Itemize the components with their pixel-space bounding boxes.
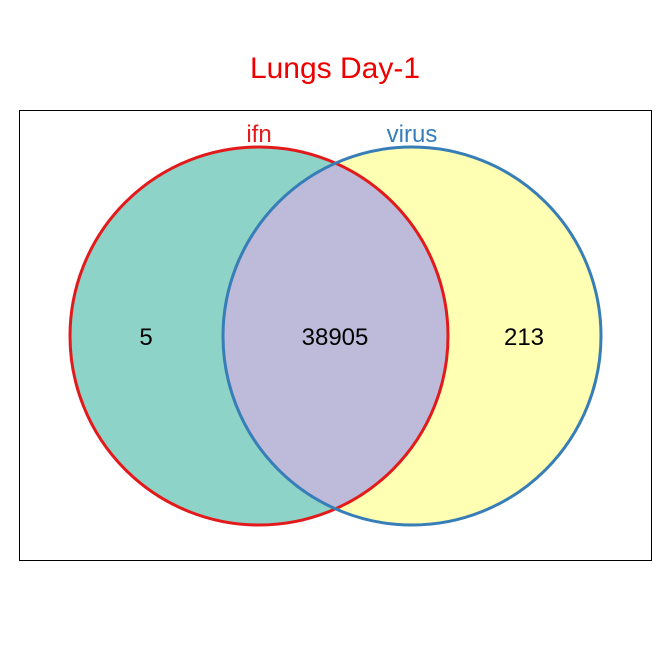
set-outline-ifn xyxy=(68,145,450,527)
plot-frame xyxy=(19,110,652,561)
set-outline-virus xyxy=(221,145,603,527)
set-label-virus: virus xyxy=(387,121,438,148)
chart-title: Lungs Day-1 xyxy=(250,52,420,85)
count-ifn-only: 5 xyxy=(139,324,152,351)
count-intersection: 38905 xyxy=(302,324,369,351)
set-label-ifn: ifn xyxy=(246,121,271,148)
intersection-region xyxy=(223,147,448,525)
count-virus-only: 213 xyxy=(504,324,544,351)
